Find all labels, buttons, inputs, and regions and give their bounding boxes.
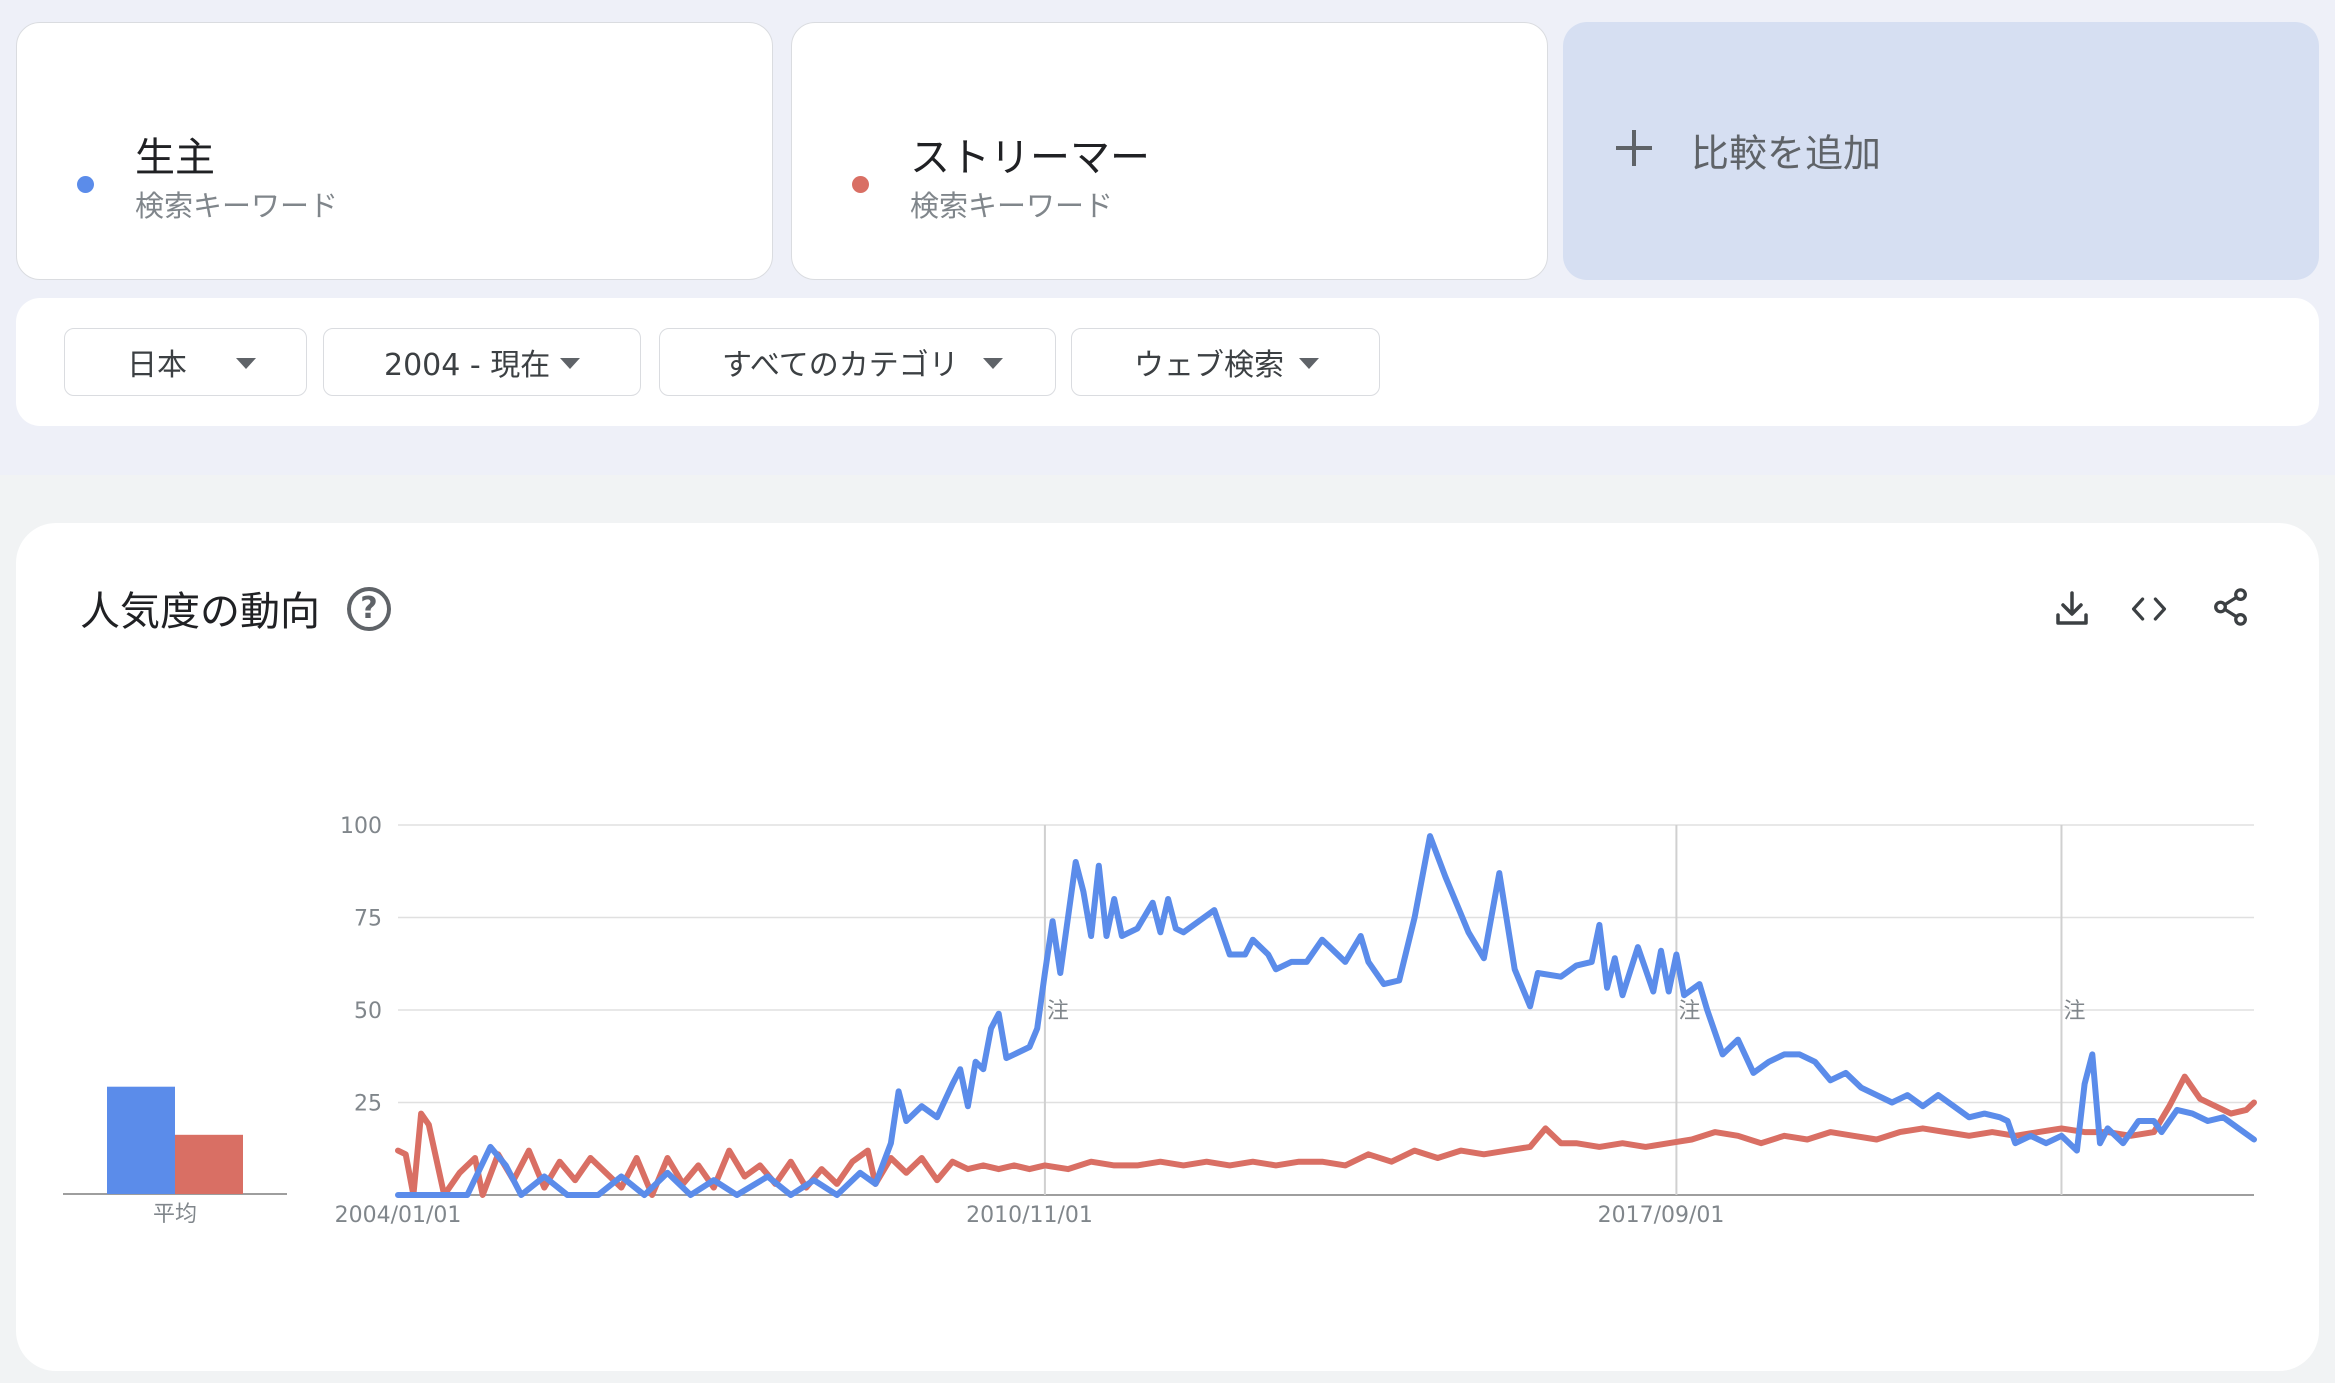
average-label: 平均 — [153, 1202, 197, 1227]
x-tick-label: 2004/01/01 — [335, 1203, 462, 1228]
annotation-marker: 注 — [2063, 999, 2085, 1024]
annotation-marker: 注 — [1047, 999, 1069, 1024]
y-tick-label: 100 — [340, 814, 382, 839]
average-bar — [175, 1135, 243, 1194]
series-line — [398, 836, 2254, 1195]
x-tick-label: 2017/09/01 — [1598, 1203, 1725, 1228]
y-tick-label: 25 — [354, 1092, 382, 1117]
average-bar — [107, 1087, 175, 1194]
annotation-marker: 注 — [1678, 999, 1700, 1024]
y-tick-label: 75 — [354, 907, 382, 932]
x-tick-label: 2010/11/01 — [966, 1203, 1093, 1228]
y-tick-label: 50 — [354, 999, 382, 1024]
